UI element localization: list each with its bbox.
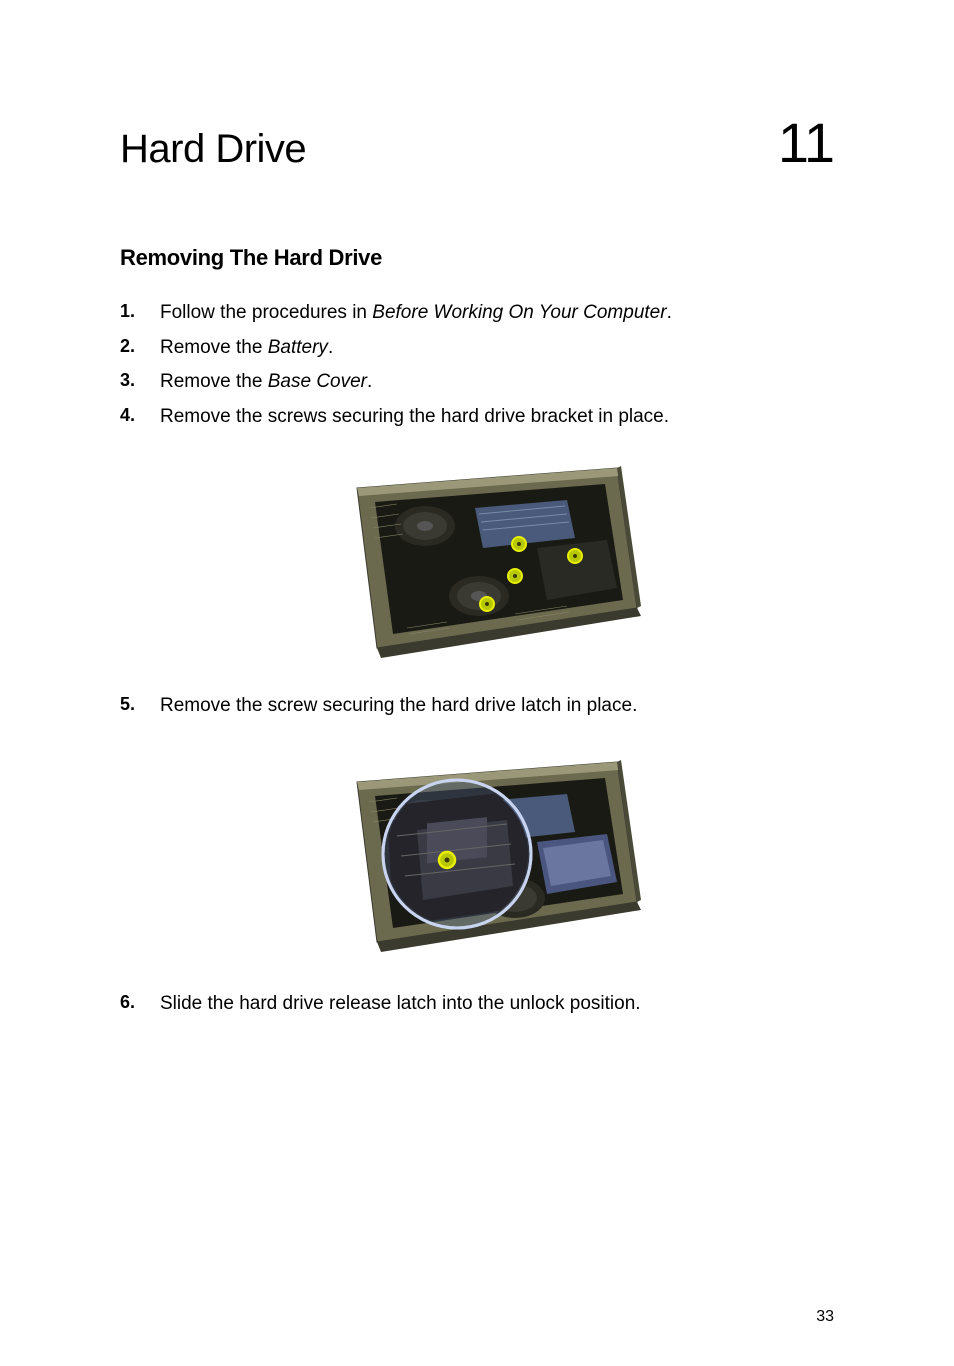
step-prefix: Slide the hard drive release latch into … xyxy=(160,993,641,1014)
steps-list-cont-1: 5. Remove the screw securing the hard dr… xyxy=(120,694,834,719)
figure-1 xyxy=(120,448,834,668)
step-italic: Base Cover xyxy=(268,371,367,392)
step-number: 3. xyxy=(120,370,160,391)
step-number: 1. xyxy=(120,301,160,322)
step-prefix: Follow the procedures in xyxy=(160,302,372,323)
step-text: Remove the Base Cover. xyxy=(160,370,834,395)
step-4: 4. Remove the screws securing the hard d… xyxy=(120,405,834,430)
step-number: 6. xyxy=(120,992,160,1013)
page-number: 33 xyxy=(816,1308,834,1326)
step-text: Slide the hard drive release latch into … xyxy=(160,992,834,1017)
laptop-illustration-2 xyxy=(307,736,647,966)
laptop-illustration-1 xyxy=(307,448,647,668)
step-prefix: Remove the xyxy=(160,371,268,392)
steps-list-cont-2: 6. Slide the hard drive release latch in… xyxy=(120,992,834,1017)
chapter-header: Hard Drive 11 xyxy=(120,110,834,175)
step-number: 2. xyxy=(120,336,160,357)
step-text: Remove the screws securing the hard driv… xyxy=(160,405,834,430)
steps-list: 1. Follow the procedures in Before Worki… xyxy=(120,301,834,430)
figure-2 xyxy=(120,736,834,966)
step-suffix: . xyxy=(667,302,672,323)
step-text: Remove the screw securing the hard drive… xyxy=(160,694,834,719)
chapter-number: 11 xyxy=(778,110,834,175)
step-prefix: Remove the screws securing the hard driv… xyxy=(160,406,669,427)
step-italic: Before Working On Your Computer xyxy=(372,302,666,323)
step-prefix: Remove the screw securing the hard drive… xyxy=(160,695,637,716)
step-prefix: Remove the xyxy=(160,337,268,358)
step-1: 1. Follow the procedures in Before Worki… xyxy=(120,301,834,326)
step-suffix: . xyxy=(328,337,333,358)
section-title: Removing The Hard Drive xyxy=(120,245,834,271)
step-number: 4. xyxy=(120,405,160,426)
step-text: Remove the Battery. xyxy=(160,336,834,361)
chapter-title: Hard Drive xyxy=(120,127,306,172)
step-italic: Battery xyxy=(268,337,328,358)
step-number: 5. xyxy=(120,694,160,715)
step-text: Follow the procedures in Before Working … xyxy=(160,301,834,326)
step-3: 3. Remove the Base Cover. xyxy=(120,370,834,395)
step-2: 2. Remove the Battery. xyxy=(120,336,834,361)
step-5: 5. Remove the screw securing the hard dr… xyxy=(120,694,834,719)
step-6: 6. Slide the hard drive release latch in… xyxy=(120,992,834,1017)
step-suffix: . xyxy=(367,371,372,392)
